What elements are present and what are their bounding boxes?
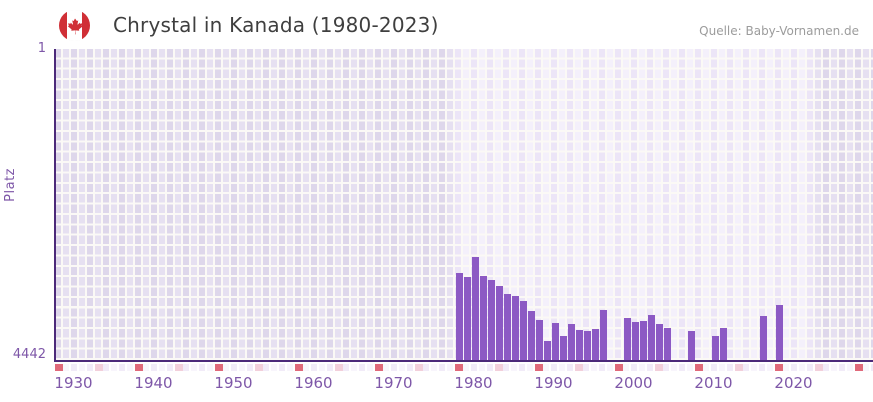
bar-1991[interactable]: [559, 335, 567, 360]
x-tick-1960: 1960: [294, 374, 333, 392]
bar-1986[interactable]: [519, 301, 527, 360]
bar-2010[interactable]: [711, 336, 719, 360]
bar-1987[interactable]: [527, 311, 535, 360]
bar-1978[interactable]: [455, 272, 463, 360]
x-tick-2020: 2020: [774, 374, 813, 392]
plot-area: [55, 49, 873, 360]
decade-marker-1998: [615, 363, 623, 371]
source-attribution: Quelle: Baby-Vornamen.de: [699, 24, 859, 38]
bar-1989[interactable]: [543, 340, 551, 360]
timeline-marker-strip: [55, 363, 873, 371]
x-tick-row: 1930 1940 1950 1960 1970 1980 1990 2000 2010 2020: [0, 374, 873, 394]
flag-red-band-right: [81, 10, 90, 41]
bar-1994[interactable]: [583, 331, 591, 360]
half-decade-marker-2013: [735, 363, 743, 371]
bar-2016[interactable]: [759, 316, 767, 360]
half-decade-marker-1993: [575, 363, 583, 371]
decade-marker-2008: [695, 363, 703, 371]
bar-2004[interactable]: [663, 327, 671, 360]
x-tick-1990: 1990: [534, 374, 573, 392]
chart-header: Chrystal in Kanada (1980-2023) Quelle: B…: [0, 0, 873, 48]
decade-marker-2028: [855, 363, 863, 371]
half-decade-marker-1963: [335, 363, 343, 371]
half-decade-marker-2023: [815, 363, 823, 371]
bar-1995[interactable]: [591, 328, 599, 360]
bar-1981[interactable]: [479, 275, 487, 360]
bar-2007[interactable]: [687, 331, 695, 360]
half-decade-marker-1933: [95, 363, 103, 371]
chart-title: Chrystal in Kanada (1980-2023): [113, 13, 439, 37]
half-decade-marker-1943: [175, 363, 183, 371]
y-axis-label: Platz: [3, 168, 18, 202]
bar-1992[interactable]: [567, 324, 575, 360]
bar-1999[interactable]: [623, 318, 631, 360]
bar-1980[interactable]: [471, 257, 479, 360]
bar-1983[interactable]: [495, 285, 503, 360]
x-tick-1950: 1950: [214, 374, 253, 392]
half-decade-marker-1953: [255, 363, 263, 371]
x-tick-2010: 2010: [694, 374, 733, 392]
half-decade-marker-1973: [415, 363, 423, 371]
decade-marker-1958: [295, 363, 303, 371]
bar-1984[interactable]: [503, 293, 511, 360]
decade-marker-1988: [535, 363, 543, 371]
bar-1982[interactable]: [487, 279, 495, 360]
decade-marker-2018: [775, 363, 783, 371]
decade-marker-1978: [455, 363, 463, 371]
decade-marker-1928: [55, 363, 63, 371]
bar-2002[interactable]: [647, 315, 655, 360]
bar-1979[interactable]: [463, 276, 471, 360]
decade-marker-1938: [135, 363, 143, 371]
x-tick-2000: 2000: [614, 374, 653, 392]
half-decade-marker-2003: [655, 363, 663, 371]
y-tick-bottom: 4442: [12, 347, 46, 362]
bar-1993[interactable]: [575, 330, 583, 360]
decade-marker-1968: [375, 363, 383, 371]
bar-2003[interactable]: [655, 324, 663, 360]
bar-1996[interactable]: [599, 310, 607, 360]
half-decade-marker-1983: [495, 363, 503, 371]
bar-1990[interactable]: [551, 322, 559, 360]
x-tick-1980: 1980: [454, 374, 493, 392]
x-tick-1930: 1930: [54, 374, 93, 392]
decade-marker-1948: [215, 363, 223, 371]
bar-2011[interactable]: [719, 327, 727, 360]
canada-flag-icon: [59, 10, 90, 41]
flag-red-band-left: [59, 10, 68, 41]
bar-1988[interactable]: [535, 319, 543, 360]
bar-2001[interactable]: [639, 321, 647, 360]
bar-2000[interactable]: [631, 321, 639, 360]
bar-1985[interactable]: [511, 296, 519, 360]
maple-leaf-icon: [67, 18, 83, 34]
bar-2018[interactable]: [775, 305, 783, 360]
x-axis-line: [54, 360, 873, 362]
y-axis-line: [54, 49, 56, 362]
x-tick-1970: 1970: [374, 374, 413, 392]
y-tick-top: 1: [37, 41, 46, 56]
x-tick-1940: 1940: [134, 374, 173, 392]
